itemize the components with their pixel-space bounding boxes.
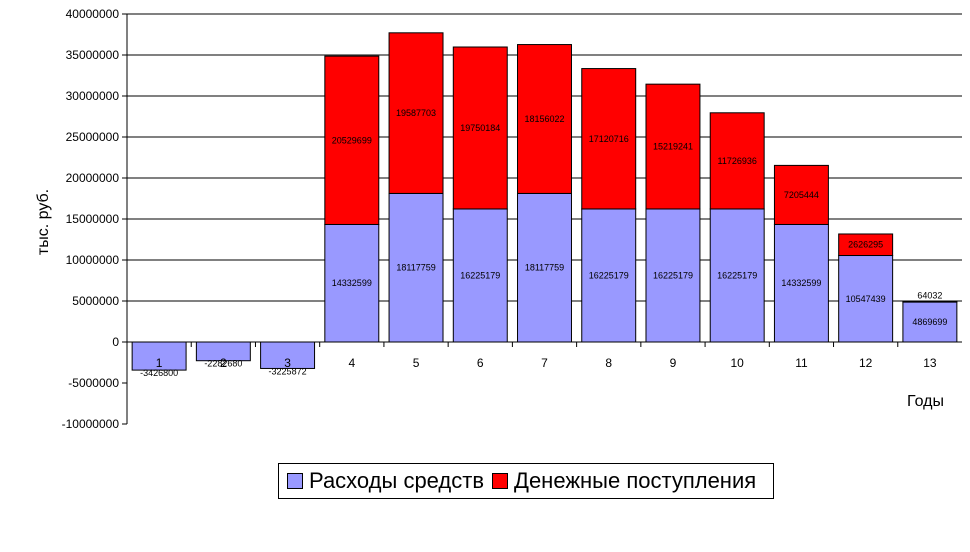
bar-income-10 — [709, 112, 765, 210]
bar-income-6 — [452, 46, 508, 210]
bar-expenses-1 — [131, 341, 187, 371]
bar-expenses-10 — [709, 208, 765, 343]
bar-income-11 — [773, 164, 829, 225]
data-label-expenses-8: 16225179 — [589, 270, 629, 280]
data-label-income-4: 20529699 — [332, 135, 372, 145]
category-label-5: 5 — [413, 356, 420, 370]
category-label-6: 6 — [477, 356, 484, 370]
data-label-income-12: 2626295 — [848, 240, 883, 250]
legend: Расходы средств Денежные поступления — [278, 463, 774, 499]
x-axis-title: Годы — [907, 393, 944, 410]
y-axis-title: тыс. руб. — [35, 189, 52, 255]
category-label-4: 4 — [348, 356, 355, 370]
data-label-income-9: 15219241 — [653, 142, 693, 152]
legend-label-expenses: Расходы средств — [309, 468, 485, 493]
data-label-expenses-7: 18117759 — [525, 263, 564, 273]
legend-item-expenses: Расходы средств — [287, 468, 484, 494]
bar-income-5 — [388, 32, 444, 194]
category-label-3: 3 — [284, 356, 291, 370]
data-label-expenses-2: -2282680 — [204, 359, 242, 369]
bar-expenses-9 — [645, 208, 701, 343]
category-label-7: 7 — [541, 356, 548, 370]
y-tick-label-7: 25000000 — [66, 130, 120, 144]
category-label-1: 1 — [156, 356, 163, 370]
bar-expenses-12 — [838, 255, 894, 343]
bar-income-12 — [838, 233, 894, 257]
data-label-income-7: 18156022 — [524, 114, 564, 124]
y-tick-label-10: 40000000 — [66, 7, 120, 21]
data-label-income-6: 19750184 — [460, 123, 500, 133]
axes: -10000000 -5000000 0 5000000 10000000 1500000… — [62, 7, 962, 431]
bar-income-13 — [902, 301, 958, 303]
bar-expenses-7 — [517, 192, 572, 343]
data-label-income-11: 7205444 — [784, 190, 819, 200]
y-tick-label-8: 30000000 — [66, 89, 120, 103]
data-label-income-13: 64032 — [917, 291, 942, 301]
legend-label-income: Денежные поступления — [514, 468, 757, 493]
bar-income-7 — [517, 44, 572, 194]
data-label-expenses-5: 18117759 — [396, 263, 435, 273]
data-label-expenses-11: 14332599 — [781, 278, 821, 288]
bar-expenses-5 — [388, 192, 444, 343]
category-label-9: 9 — [670, 356, 677, 370]
y-tick-label-5: 15000000 — [66, 212, 120, 226]
y-tick-label-4: 10000000 — [66, 253, 120, 267]
bar-income-8 — [581, 68, 637, 210]
category-label-13: 13 — [923, 356, 937, 370]
data-label-expenses-6: 16225179 — [460, 270, 500, 280]
data-label-expenses-4: 14332599 — [332, 278, 372, 288]
legend-swatch-expenses — [287, 473, 303, 489]
category-label-2: 2 — [220, 356, 227, 370]
category-label-8: 8 — [605, 356, 612, 370]
data-label-income-10: 11726936 — [718, 156, 757, 166]
bar-expenses-3 — [260, 341, 316, 369]
y-tick-label-6: 20000000 — [66, 171, 120, 185]
data-label-expenses-9: 16225179 — [653, 270, 693, 280]
bars — [131, 32, 958, 371]
data-label-expenses-1: -3426800 — [140, 368, 178, 378]
data-label-expenses-10: 16225179 — [717, 270, 757, 280]
bar-income-4 — [324, 55, 380, 225]
category-label-10: 10 — [731, 356, 745, 370]
y-tick-label-2: 0 — [112, 335, 119, 349]
bar-expenses-8 — [581, 208, 637, 343]
y-tick-label-0: -10000000 — [62, 417, 120, 431]
data-label-expenses-13: 4869699 — [912, 317, 947, 327]
category-label-11: 11 — [795, 356, 808, 370]
y-tick-label-9: 35000000 — [66, 48, 120, 62]
bar-income-9 — [645, 83, 701, 210]
data-label-income-5: 19587703 — [396, 108, 436, 118]
labels: 1-3426800 2-2282680 3-3225872 4 14332599 2052… — [140, 108, 947, 378]
data-label-expenses-12: 10547439 — [846, 294, 886, 304]
bar-expenses-4 — [324, 223, 380, 343]
legend-swatch-income — [492, 473, 509, 489]
data-label-expenses-3: -3225872 — [269, 366, 307, 376]
y-tick-label-3: 5000000 — [72, 294, 119, 308]
data-label-income-8: 17120716 — [589, 134, 629, 144]
legend-item-income: Денежные поступления — [492, 468, 756, 494]
y-tick-label-1: -5000000 — [68, 376, 119, 390]
category-label-12: 12 — [859, 356, 873, 370]
